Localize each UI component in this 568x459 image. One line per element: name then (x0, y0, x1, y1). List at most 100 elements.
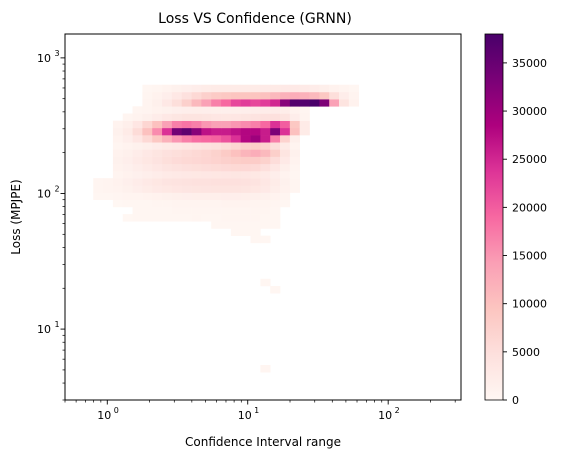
heatmap-cell (152, 192, 163, 201)
heatmap-cell (162, 199, 173, 208)
heatmap-cell (230, 192, 241, 201)
heatmap-cell (191, 206, 202, 215)
heatmap-cell (181, 163, 192, 172)
heatmap-cell (230, 185, 241, 193)
heatmap-cell (270, 199, 281, 208)
heatmap-cell (103, 178, 114, 186)
y-tick-exponent: 3 (54, 49, 59, 58)
heatmap-cell (250, 142, 261, 150)
heatmap-cell (122, 185, 133, 193)
heatmap-cell (171, 185, 183, 193)
heatmap-cell (289, 135, 300, 143)
colorbar-tick-label: 5000 (512, 346, 540, 359)
heatmap-cell (299, 120, 310, 129)
heatmap-cell (201, 113, 212, 121)
heatmap-cell (162, 178, 173, 186)
heatmap-cell (280, 99, 291, 107)
heatmap-cell (289, 99, 300, 107)
heatmap-cell (230, 106, 241, 114)
heatmap-cell (112, 156, 124, 165)
heatmap-cell (181, 214, 192, 222)
heatmap-cell (181, 84, 192, 93)
heatmap-cell (250, 235, 261, 244)
heatmap-cell (181, 113, 192, 121)
heatmap-cell (132, 163, 143, 172)
heatmap-cell (319, 91, 330, 100)
heatmap-cell (181, 178, 192, 186)
heatmap-cell (142, 106, 153, 114)
heatmap-cell (142, 214, 153, 222)
heatmap-cell (309, 99, 320, 107)
heatmap-cell (132, 185, 143, 193)
x-axis-label: Confidence Interval range (185, 435, 341, 449)
heatmap-cell (280, 142, 291, 150)
heatmap-cell (260, 120, 271, 129)
heatmap-cell (250, 127, 261, 136)
heatmap-cell (142, 206, 153, 215)
heatmap-cell (142, 127, 153, 136)
heatmap-cell (240, 156, 251, 165)
heatmap-cell (319, 84, 330, 93)
heatmap-cell (270, 135, 281, 143)
heatmap-cell (211, 120, 222, 129)
heatmap-cell (132, 206, 143, 215)
heatmap-cell (230, 206, 241, 215)
heatmap-cell (181, 185, 192, 193)
heatmap-cell (181, 99, 192, 107)
heatmap-cell (289, 84, 300, 93)
heatmap-cell (280, 192, 291, 201)
heatmap-cell (171, 163, 183, 172)
heatmap-cell (181, 149, 192, 157)
heatmap-cell (240, 127, 251, 136)
heatmap-cell (201, 163, 212, 172)
heatmap-cell (191, 214, 202, 222)
y-tick-label: 10 (37, 323, 51, 336)
heatmap-cell (152, 178, 163, 186)
heatmap-cell (289, 170, 300, 179)
heatmap-cell (181, 170, 192, 179)
heatmap-cell (250, 170, 261, 179)
heatmap-cell (240, 221, 251, 229)
heatmap-cell (162, 170, 173, 179)
heatmap-cell (211, 149, 222, 157)
heatmap-cell (280, 170, 291, 179)
heatmap-cell (152, 135, 163, 143)
plot-frame (64, 33, 462, 401)
heatmap-cell (201, 206, 212, 215)
colorbar-tick-label: 20000 (512, 201, 547, 214)
heatmap-cell (142, 199, 153, 208)
heatmap-cell (122, 120, 133, 129)
heatmap-cell (240, 192, 251, 201)
heatmap-cell (250, 149, 261, 157)
heatmap-cell (289, 163, 300, 172)
heatmap-cell (142, 156, 153, 165)
heatmap-cell (250, 120, 261, 129)
heatmap-cell (289, 106, 300, 114)
heatmap-cell (211, 163, 222, 172)
heatmap-cell (299, 113, 310, 121)
heatmap-cell (270, 163, 281, 172)
heatmap-cell (181, 206, 192, 215)
heatmap-cell (162, 99, 173, 107)
heatmap-cell (260, 106, 271, 114)
heatmap-cell (221, 214, 232, 222)
x-tick-exponent: 1 (254, 406, 259, 415)
heatmap-cell (191, 106, 202, 114)
heatmap-cell (250, 206, 261, 215)
heatmap-cell (171, 178, 183, 186)
x-tick-label: 10 (378, 409, 392, 422)
heatmap-cell (191, 185, 202, 193)
heatmap-cell (142, 192, 153, 201)
heatmap-cell (171, 127, 183, 136)
heatmap-cell (339, 91, 350, 100)
heatmap-cell (240, 99, 251, 107)
heatmap-cell (201, 84, 212, 93)
heatmap-cell (132, 106, 143, 114)
heatmap-cell (181, 142, 192, 150)
heatmap-cell (270, 178, 281, 186)
heatmap-cell (112, 163, 124, 172)
heatmap-cell (289, 127, 300, 136)
heatmap-cell (201, 106, 212, 114)
heatmap-cell (162, 106, 173, 114)
